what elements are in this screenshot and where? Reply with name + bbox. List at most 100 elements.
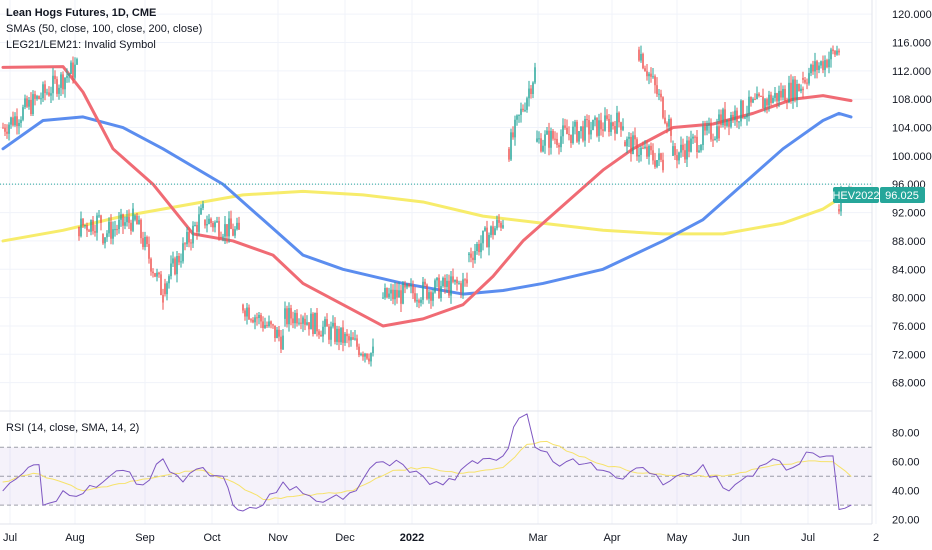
candle-body — [472, 257, 474, 261]
candle-body — [350, 337, 352, 341]
candle-body — [200, 208, 202, 215]
candle-body — [646, 146, 648, 157]
candle-body — [60, 74, 62, 88]
candle-body — [286, 308, 288, 325]
rsi-legend[interactable]: RSI (14, close, SMA, 14, 2) — [6, 422, 140, 434]
candle-body — [652, 76, 654, 78]
candle-body — [512, 132, 514, 138]
candle-body — [602, 129, 604, 131]
candle-body — [316, 312, 318, 332]
candle-body — [322, 326, 324, 337]
candle-body — [98, 215, 100, 217]
candle-body — [672, 146, 674, 156]
time-axis[interactable]: Jul Aug Sep Oct Nov Dec 2022 Mar Apr May Jun Jul 2 — [3, 532, 879, 544]
candle-body — [384, 287, 386, 298]
price-axis[interactable]: 120.000 116.000 112.000 108.000 104.000 100.0… — [892, 9, 932, 389]
candle-body — [210, 218, 212, 224]
candle-body — [796, 84, 798, 100]
candle-body — [496, 219, 498, 229]
candle-body — [596, 117, 598, 136]
candle-body — [164, 283, 166, 295]
price-tick-label: 100.000 — [892, 151, 932, 163]
candle-body — [708, 123, 710, 126]
candle-body — [158, 272, 160, 275]
price-tick-label: 68.000 — [892, 378, 926, 390]
price-tag: HEV2022 96.025 — [832, 187, 925, 203]
candle-body — [86, 225, 88, 231]
candle-body — [150, 258, 152, 272]
time-tick-label: May — [667, 532, 688, 544]
candle-body — [290, 308, 292, 319]
candle-body — [116, 229, 118, 231]
candle-body — [642, 53, 644, 69]
candle-body — [70, 62, 72, 74]
candle-body — [6, 131, 8, 134]
candle-body — [212, 223, 214, 228]
candle-body — [692, 136, 694, 139]
candle-body — [678, 152, 680, 161]
candle-body — [426, 284, 428, 299]
spread-legend[interactable]: LEG21/LEM21: Invalid Symbol — [6, 39, 156, 51]
candle-body — [578, 131, 580, 142]
candle-body — [604, 115, 606, 131]
candle-body — [168, 276, 170, 284]
candle-body — [404, 283, 406, 288]
candle-body — [314, 312, 316, 334]
time-tick-label: Nov — [268, 532, 288, 544]
candle-body — [282, 335, 284, 350]
candle-body — [260, 314, 262, 322]
candle-body — [598, 120, 600, 136]
candle-body — [556, 138, 558, 145]
candle-body — [216, 221, 218, 223]
rsi-axis[interactable]: 80.00 60.00 40.00 20.00 — [892, 428, 920, 527]
candle-body — [242, 304, 244, 311]
chart-title[interactable]: Lean Hogs Futures, 1D, CME — [6, 7, 157, 19]
candle-body — [2, 127, 4, 129]
candle-body — [732, 114, 734, 121]
candle-body — [448, 280, 450, 296]
candle-body — [630, 136, 632, 155]
candle-body — [362, 353, 364, 357]
candle-body — [684, 150, 686, 160]
candle-body — [26, 98, 28, 107]
candle-body — [812, 64, 814, 72]
candle-body — [252, 319, 254, 323]
sma-legend[interactable]: SMAs (50, close, 100, close, 200, close) — [6, 23, 203, 35]
candle-body — [656, 85, 658, 95]
candle-body — [444, 277, 446, 287]
candle-body — [208, 218, 210, 224]
candle-body — [352, 337, 354, 340]
candle-body — [366, 353, 368, 359]
candle-body — [324, 319, 326, 327]
candle-body — [354, 338, 356, 340]
candle-body — [700, 144, 702, 151]
candle-body — [654, 160, 656, 167]
candle-body — [244, 310, 246, 317]
rsi-band-lines — [0, 446, 872, 506]
candle-body — [790, 82, 792, 101]
candle-body — [632, 135, 634, 155]
candle-body — [838, 50, 840, 53]
candle-body — [756, 93, 758, 100]
candle-body — [416, 300, 418, 302]
candle-body — [588, 120, 590, 135]
candle-body — [214, 222, 216, 228]
candle-body — [446, 280, 448, 287]
candle-body — [830, 49, 832, 60]
candle-body — [498, 219, 500, 223]
candle-body — [746, 113, 748, 118]
candle-body — [44, 84, 46, 94]
candle-body — [250, 319, 252, 321]
candle-body — [488, 234, 490, 248]
candle-body — [640, 53, 642, 61]
candle-body — [760, 96, 762, 98]
candle-body — [140, 219, 142, 239]
candle-body — [510, 132, 512, 160]
candle-body — [94, 231, 96, 233]
candle-body — [654, 76, 656, 86]
candle-body — [172, 258, 174, 264]
candle-body — [586, 118, 588, 121]
candle-body — [368, 358, 370, 362]
candle-body — [80, 218, 82, 237]
